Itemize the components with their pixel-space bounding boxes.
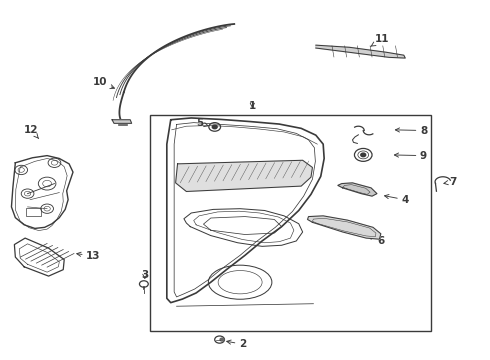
Text: 9: 9 xyxy=(394,150,427,161)
Text: 6: 6 xyxy=(368,235,384,246)
Text: 2: 2 xyxy=(227,339,246,349)
Text: 3: 3 xyxy=(141,270,148,280)
Circle shape xyxy=(212,125,217,129)
Text: 13: 13 xyxy=(77,251,101,261)
Circle shape xyxy=(220,338,224,341)
Circle shape xyxy=(361,153,366,157)
Text: 5: 5 xyxy=(196,118,208,128)
Polygon shape xyxy=(308,216,381,239)
Polygon shape xyxy=(316,45,405,58)
Text: 1: 1 xyxy=(249,102,256,112)
Polygon shape xyxy=(175,160,313,192)
Text: 12: 12 xyxy=(24,125,39,139)
Bar xyxy=(150,116,431,330)
Text: 4: 4 xyxy=(385,194,409,205)
Text: 11: 11 xyxy=(370,35,389,46)
Text: 8: 8 xyxy=(395,126,427,135)
Bar xyxy=(26,208,41,216)
Polygon shape xyxy=(112,120,132,123)
Text: 7: 7 xyxy=(444,177,457,187)
Text: 10: 10 xyxy=(93,77,115,89)
Polygon shape xyxy=(338,183,377,196)
